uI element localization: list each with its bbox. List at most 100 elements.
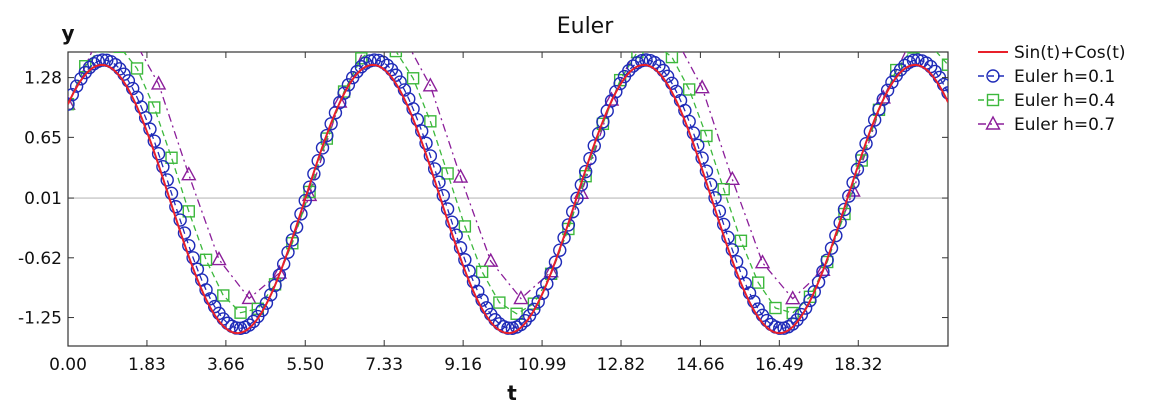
x-tick-label: 0.00 — [49, 355, 87, 375]
marker-circle — [824, 241, 839, 255]
marker-circle — [246, 314, 261, 329]
marker-circle — [350, 64, 364, 79]
marker-circle — [682, 114, 696, 129]
marker-triangle — [150, 75, 167, 90]
marker-triangle — [363, 30, 376, 42]
x-tick-label: 18.32 — [834, 355, 883, 375]
marker-circle — [436, 188, 450, 203]
marker-circle — [294, 207, 308, 221]
marker-circle — [440, 202, 455, 216]
marker-circle — [68, 97, 75, 111]
marker-square — [734, 234, 748, 248]
series-euler-h-0-1 — [68, 53, 948, 336]
marker-circle — [885, 75, 899, 90]
marker-square — [925, 40, 936, 51]
marker-circle — [259, 296, 274, 310]
marker-circle — [786, 317, 800, 331]
marker-triangle — [422, 77, 439, 92]
marker-circle — [126, 81, 140, 96]
y-tick-label: -1.25 — [18, 309, 62, 329]
marker-circle — [941, 86, 948, 100]
legend: Sin(t)+Cos(t) Euler h=0.1 Euler h=0.4 Euler… — [978, 43, 1126, 135]
series-sin-t-cos-t- — [68, 63, 948, 335]
marker-circle — [315, 141, 330, 155]
y-axis: 1.28 0.65 0.01 -0.62 -1.25 — [18, 69, 948, 329]
marker-circle — [199, 283, 213, 297]
marker-circle — [289, 220, 304, 234]
marker-circle — [471, 284, 485, 299]
marker-triangle — [937, 25, 950, 37]
marker-triangle — [241, 289, 257, 305]
marker-circle — [566, 205, 580, 219]
marker-triangle — [754, 254, 771, 269]
marker-circle — [837, 202, 852, 217]
marker-circle — [798, 301, 813, 315]
x-axis-title: t — [507, 381, 517, 404]
marker-square — [148, 101, 161, 114]
legend-item: Euler h=0.1 — [978, 67, 1115, 87]
marker-circle — [320, 128, 334, 143]
x-tick-label: 16.49 — [755, 355, 804, 375]
marker-circle — [169, 200, 183, 214]
marker-circle — [747, 294, 761, 309]
marker-circle — [302, 180, 317, 194]
marker-circle — [419, 136, 433, 150]
marker-circle — [432, 175, 446, 189]
marker-square — [665, 52, 679, 64]
marker-triangle — [694, 79, 710, 94]
marker-circle — [716, 217, 731, 232]
x-tick-label: 7.33 — [365, 355, 403, 375]
marker-triangle — [271, 264, 288, 279]
legend-label: Euler h=0.1 — [1014, 67, 1115, 87]
marker-circle — [147, 134, 161, 148]
marker-circle — [95, 53, 110, 67]
marker-circle — [307, 167, 321, 181]
marker-circle — [880, 83, 895, 97]
marker-circle — [816, 264, 830, 279]
marker-triangle — [985, 115, 1001, 130]
marker-circle — [583, 151, 597, 166]
marker-circle — [475, 293, 489, 307]
marker-circle — [164, 186, 179, 201]
marker-circle — [143, 122, 157, 136]
marker-circle — [69, 79, 84, 93]
marker-circle — [553, 243, 567, 257]
marker-circle — [182, 238, 196, 253]
marker-circle — [876, 92, 890, 106]
marker-circle — [298, 193, 312, 208]
y-tick-label: 0.01 — [24, 189, 62, 209]
series-line — [68, 63, 948, 335]
marker-circle — [986, 69, 1000, 83]
marker-circle — [712, 204, 727, 218]
marker-circle — [742, 286, 757, 300]
y-axis-title: y — [61, 21, 74, 45]
x-tick-label: 14.66 — [676, 355, 725, 375]
x-axis: 0.00 1.83 3.66 5.50 7.33 9.16 10.99 12.82 14.66 1… — [49, 52, 883, 375]
marker-square — [217, 289, 230, 302]
x-tick-label: 5.50 — [286, 355, 324, 375]
marker-circle — [578, 164, 593, 179]
marker-circle — [427, 162, 442, 176]
marker-circle — [587, 139, 601, 153]
marker-triangle — [635, 29, 648, 41]
marker-square — [199, 253, 213, 267]
marker-triangle — [543, 263, 559, 278]
marker-circle — [635, 53, 649, 68]
marker-circle — [574, 178, 589, 192]
marker-circle — [281, 245, 295, 259]
marker-circle — [699, 164, 714, 178]
marker-circle — [686, 126, 701, 140]
marker-circle — [151, 147, 166, 161]
marker-circle — [177, 226, 192, 240]
marker-circle — [548, 255, 563, 269]
marker-circle — [397, 83, 412, 97]
marker-triangle — [181, 166, 197, 181]
x-tick-label: 10.99 — [518, 355, 567, 375]
marker-triangle — [211, 251, 227, 266]
chart-title: Euler — [557, 14, 614, 39]
marker-triangle — [332, 93, 348, 108]
marker-square — [441, 167, 454, 180]
marker-triangle — [603, 91, 620, 106]
marker-circle — [773, 321, 787, 335]
marker-circle — [311, 153, 325, 168]
